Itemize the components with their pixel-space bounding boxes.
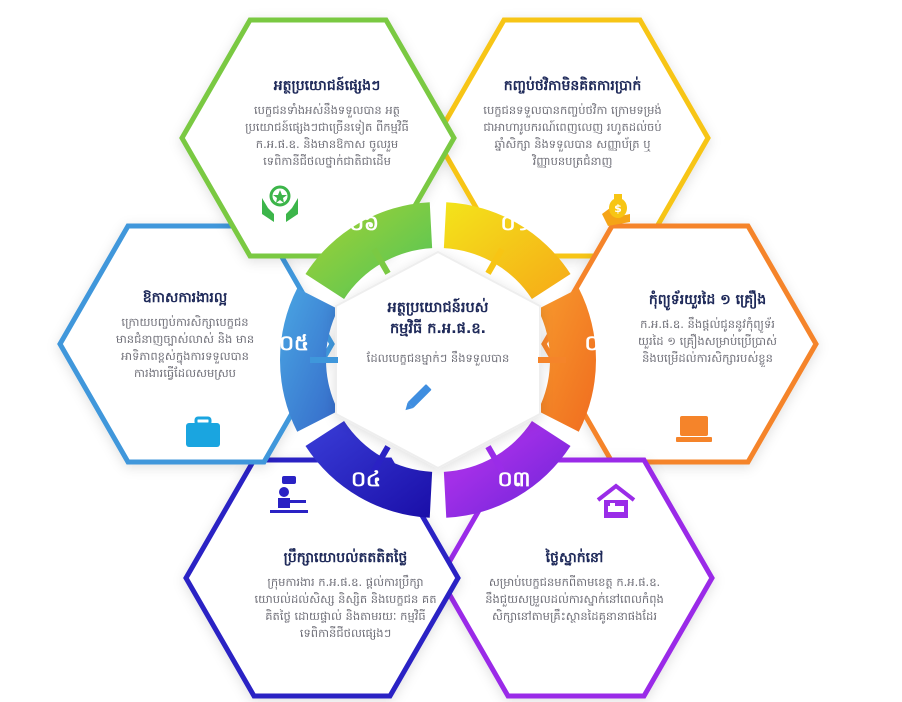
benefit-01: កញ្ចប់ថវិកាមិនគិតការប្រាក់ បេក្ខជនទទួលបា… <box>470 76 675 170</box>
benefit-03-desc-line: សិក្សានៅតាមគ្រឹះស្ថានដៃគូនានាផងដែរ <box>491 609 658 623</box>
benefit-01-desc-line: ឆ្នាំសិក្សា និងទទួលបាន សញ្ញាប័ត្រ ឬ <box>494 137 651 151</box>
ring-connector <box>371 445 391 473</box>
center-hexagon <box>335 250 541 470</box>
benefit-03-title: ថ្លៃស្នាក់នៅ <box>545 550 604 566</box>
house-bed-icon <box>596 483 636 518</box>
benefit-01-desc: បេក្ខជនទទួលបានកញ្ចប់ថវិកា ក្រោមទម្រង់ ជា… <box>470 102 675 170</box>
benefit-02-desc-line: និងបម្រើដល់ការសិក្សារបស់ខ្លួន <box>642 351 773 365</box>
hands-star-icon <box>262 185 298 222</box>
segment-number-02: ០២ <box>585 331 616 355</box>
benefit-05: ឱកាសការងារល្អ ក្រោយបញ្ចប់ការសិក្សាបេក្ខជ… <box>96 288 274 382</box>
benefit-06: អត្ថប្រយោជន៍ផ្សេងៗ បេក្ខជនទាំងអស់នឹងទទួល… <box>222 76 432 170</box>
svg-text:$: $ <box>614 202 622 215</box>
segment-number-06: ០៦ <box>349 211 379 235</box>
ring-connector <box>371 247 391 275</box>
benefit-04-desc-line: ក្រុមការងារ ក.អ.ផ.ឧ. ផ្តល់ការប្រឹក្សា <box>267 575 424 589</box>
benefit-05-desc-line: ក្រោយបញ្ចប់ការសិក្សាបេក្ខជន <box>121 315 249 329</box>
benefit-02-desc-line: យួរដៃ ១ គ្រឿងសម្រាប់ប្រើប្រាស់ <box>638 334 777 348</box>
center-title-line1: អត្ថប្រយោជន៍របស់ <box>387 300 489 316</box>
laptop-icon <box>676 416 712 442</box>
center-subtitle: ដែលបេក្ខជនម្នាក់ៗ នឹងទទួលបាន <box>366 351 510 365</box>
benefit-03-desc-line: សម្រាប់បេក្ខជនមកពីតាមខេត្ត ក.អ.ផ.ឧ. <box>488 575 661 589</box>
benefit-05-desc: ក្រោយបញ្ចប់ការសិក្សាបេក្ខជន មានជំនាញច្បា… <box>96 314 274 382</box>
benefit-02-title: កុំព្យូទ័រយួរដៃ ១ គ្រឿង <box>648 292 767 308</box>
benefit-05-desc-line: ការងារធ្វើដែលសមស្រប <box>134 366 236 380</box>
ring-segment-03 <box>443 420 571 518</box>
ring-segment-01 <box>443 202 571 300</box>
benefit-06-title: អត្ថប្រយោជន៍ផ្សេងៗ <box>273 78 381 94</box>
ring-connector <box>485 445 505 473</box>
benefit-01-desc-line: ជាអាហារូបករណ៍ពេញលេញ រហូតដល់ចប់ <box>483 120 662 134</box>
benefit-02-desc: ក.អ.ផ.ឧ. នឹងផ្តល់ជូននូវកុំព្យូទ័រ យួរដៃ … <box>620 316 795 367</box>
center-title-line2: កម្មវិធី ក.អ.ផ.ឧ. <box>389 321 487 337</box>
pencil-icon <box>405 384 432 411</box>
segment-number-01: ០១ <box>501 211 532 235</box>
benefit-04-title: ប្រឹក្សាយោបល់តតតិតថ្លៃ <box>283 550 408 566</box>
ring-segment-02 <box>537 288 597 432</box>
money-bag-hand-icon: $ <box>602 194 630 226</box>
benefit-01-desc-line: បេក្ខជនទទួលបានកញ្ចប់ថវិកា ក្រោមទម្រង់ <box>483 103 662 117</box>
segment-number-03: ០៣ <box>498 467 531 491</box>
benefit-05-desc-line: មានជំនាញច្បាស់លាស់ និង មាន <box>115 332 255 346</box>
benefit-04-desc-line: យោបល់ដល់សិស្ស និស្សិត និងបេក្ខជន គត <box>254 592 437 606</box>
center-label: អត្ថប្រយោជន៍របស់ កម្មវិធី ក.អ.ផ.ឧ. ដែលបេ… <box>346 298 530 367</box>
segment-number-05: ០៥ <box>279 331 309 355</box>
hexagon-benefit-04 <box>183 457 461 699</box>
benefit-03-desc-line: នឹងជួយសម្រួលដល់ការស្នាក់នៅពេលកំពុង <box>485 592 664 606</box>
consultation-icon <box>270 476 308 513</box>
benefit-06-desc-line: ក.អ.ផ.ឧ. និងមានឱកាស ចូលរួម <box>255 137 399 151</box>
benefit-03: ថ្លៃស្នាក់នៅ សម្រាប់បេក្ខជនមកពីតាមខេត្ត … <box>462 548 687 625</box>
benefit-04-desc: ក្រុមការងារ ក.អ.ផ.ឧ. ផ្តល់ការប្រឹក្សា យោ… <box>238 574 453 642</box>
benefit-02: កុំព្យូទ័រយួរដៃ ១ គ្រឿង ក.អ.ផ.ឧ. នឹងផ្តល… <box>620 290 795 367</box>
benefit-05-title: ឱកាសការងារល្អ <box>142 290 228 306</box>
ring-segment-06 <box>305 202 433 300</box>
benefit-02-desc-line: ក.អ.ផ.ឧ. នឹងផ្តល់ជូននូវកុំព្យូទ័រ <box>640 317 775 331</box>
benefit-04-desc-line: ទេពិកានីជីថលផ្សេងៗ <box>299 626 392 640</box>
benefit-06-desc-line: បេក្ខជនទាំងអស់នឹងទទួលបាន អត្ថ <box>253 103 400 117</box>
briefcase-icon <box>186 416 220 447</box>
hexagon-benefit-02 <box>541 223 819 465</box>
ring-segment-04 <box>305 420 433 518</box>
ring-connector <box>485 247 505 275</box>
benefit-01-title: កញ្ចប់ថវិកាមិនគិតការប្រាក់ <box>503 78 642 94</box>
segment-number-04: ០៤ <box>351 467 381 491</box>
benefit-05-desc-line: អាទិភាពខ្ពស់ក្នុងការទទួលបាន <box>121 349 249 363</box>
ring-segment-05 <box>280 288 339 432</box>
benefit-03-desc: សម្រាប់បេក្ខជនមកពីតាមខេត្ត ក.អ.ផ.ឧ. នឹងជ… <box>462 574 687 625</box>
benefit-04-desc-line: គិតថ្លៃ ដោយផ្ទាល់ និងតាមរយៈ កម្មវិធី <box>265 609 426 623</box>
benefit-04: ប្រឹក្សាយោបល់តតតិតថ្លៃ ក្រុមការងារ ក.អ.ផ… <box>238 548 453 642</box>
benefit-06-desc: បេក្ខជនទាំងអស់នឹងទទួលបាន អត្ថ ប្រយោជន៍ផ្… <box>222 102 432 170</box>
benefit-01-desc-line: វិញ្ញាបនបត្រជំនាញ <box>532 154 613 168</box>
benefit-06-desc-line: ទេពិកានីជីថលថ្នាក់ជាតិជាដើម <box>263 154 391 168</box>
benefit-06-desc-line: ប្រយោជន៍ផ្សេងៗជាច្រើនទៀត ពីកម្មវិធី <box>245 120 409 134</box>
